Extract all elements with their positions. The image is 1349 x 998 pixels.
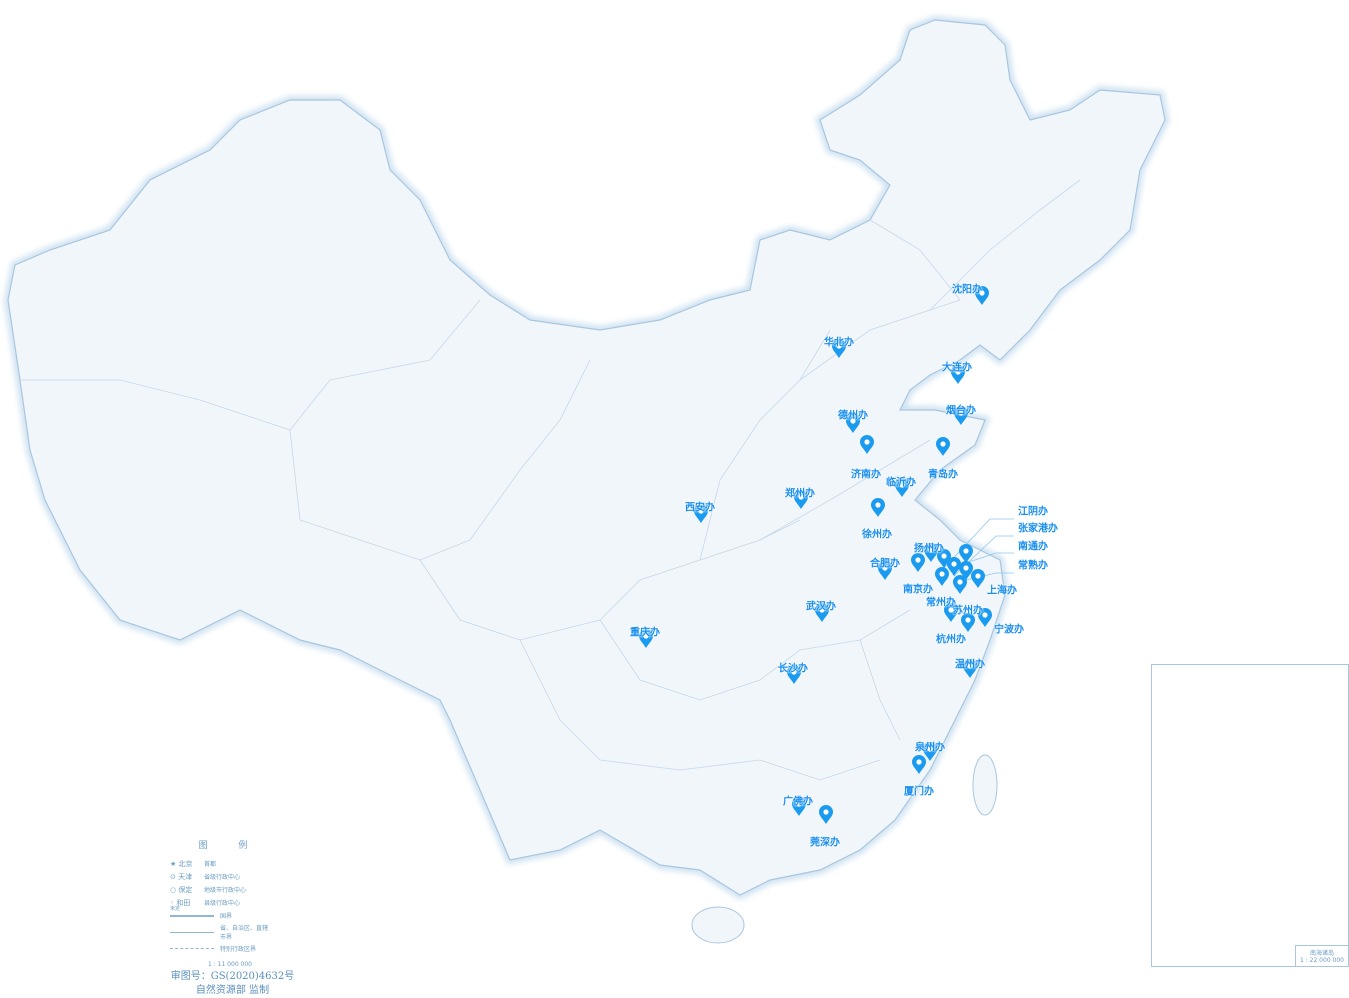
office-label[interactable]: 临沂办 bbox=[886, 477, 916, 489]
pin-dot bbox=[982, 612, 988, 618]
legend-item: ★ 北京 首都 bbox=[170, 859, 217, 869]
pin-dot bbox=[643, 633, 649, 639]
office-label[interactable]: 沈阳办 bbox=[952, 284, 982, 296]
pin-dot bbox=[965, 617, 971, 623]
office-label[interactable]: 宁波办 bbox=[994, 624, 1024, 636]
office-label[interactable]: 烟台办 bbox=[946, 405, 976, 417]
office-label[interactable]: 南通办 bbox=[1018, 541, 1048, 553]
pin-dot bbox=[963, 565, 969, 571]
office-label[interactable]: 德州办 bbox=[838, 410, 868, 422]
inset-caption: 南海诸岛 1 : 22 000 000 bbox=[1294, 945, 1348, 966]
pin-dot bbox=[939, 571, 945, 577]
legend: 图 例 ★ 北京 首都 ⊙ 天津 省级行政中心 ○ 保定 地级市行政中心 ◦ 和田 县级… bbox=[170, 838, 290, 968]
office-label[interactable]: 厦门办 bbox=[904, 786, 934, 798]
office-label[interactable]: 合肥办 bbox=[870, 558, 900, 570]
office-label[interactable]: 杭州办 bbox=[936, 634, 966, 646]
pin-dot bbox=[882, 565, 888, 571]
pin-dot bbox=[916, 759, 922, 765]
pin-dot bbox=[975, 573, 981, 579]
pin-dot bbox=[951, 561, 957, 567]
office-label[interactable]: 徐州办 bbox=[862, 529, 892, 541]
office-label[interactable]: 广佛办 bbox=[783, 796, 813, 808]
pin-dot bbox=[698, 508, 704, 514]
legend-item-national-border: 未定 国界 bbox=[170, 906, 233, 920]
pin-dot bbox=[850, 418, 856, 424]
pin-dot bbox=[979, 290, 985, 296]
office-label[interactable]: 常熟办 bbox=[1018, 560, 1048, 572]
pin-dot bbox=[875, 502, 881, 508]
pin-dot bbox=[967, 663, 973, 669]
pin-dot bbox=[955, 369, 961, 375]
approval-number: 审图号：GS(2020)4632号 bbox=[170, 971, 295, 982]
pin-dot bbox=[819, 607, 825, 613]
office-label[interactable]: 华北办 bbox=[824, 337, 854, 349]
office-label[interactable]: 郑州办 bbox=[785, 488, 815, 500]
pin-dot bbox=[823, 809, 829, 815]
china-outline bbox=[7, 19, 1166, 896]
pin-dot bbox=[899, 482, 905, 488]
pin-dot bbox=[915, 557, 921, 563]
approval-authority: 自然资源部 监制 bbox=[195, 985, 270, 996]
office-label[interactable]: 青岛办 bbox=[928, 469, 958, 481]
south-china-sea-inset: 南海诸岛 1 : 22 000 000 bbox=[1151, 664, 1349, 967]
office-label[interactable]: 长沙办 bbox=[778, 663, 808, 675]
pin-dot bbox=[957, 579, 963, 585]
map-approval: 审图号：GS(2020)4632号 自然资源部 监制 bbox=[150, 970, 315, 998]
office-label[interactable]: 南京办 bbox=[903, 584, 933, 596]
office-label[interactable]: 张家港办 bbox=[1018, 523, 1058, 535]
legend-title: 图 例 bbox=[198, 841, 262, 851]
office-label[interactable]: 苏州办 bbox=[953, 605, 983, 617]
office-label[interactable]: 重庆办 bbox=[630, 627, 660, 639]
office-label[interactable]: 泉州办 bbox=[915, 742, 945, 754]
office-label[interactable]: 济南办 bbox=[851, 469, 881, 481]
pin-dot bbox=[791, 669, 797, 675]
taiwan-island bbox=[972, 754, 998, 816]
office-label[interactable]: 温州办 bbox=[955, 659, 985, 671]
office-label[interactable]: 常州办 bbox=[926, 597, 956, 609]
province-borders bbox=[20, 179, 1081, 781]
legend-scale: 1 : 11 000 000 bbox=[207, 961, 252, 968]
office-label[interactable]: 大连办 bbox=[942, 362, 972, 374]
pin-dot bbox=[940, 441, 946, 447]
legend-undetermined: 未定 bbox=[170, 906, 181, 912]
pin-dot bbox=[864, 439, 870, 445]
office-label[interactable]: 扬州办 bbox=[914, 543, 944, 555]
pin-dot bbox=[836, 343, 842, 349]
pin-dot bbox=[928, 547, 934, 553]
hainan-island bbox=[691, 906, 745, 944]
pin-dot bbox=[798, 494, 804, 500]
pin-dot bbox=[963, 548, 969, 554]
pin-dot bbox=[948, 607, 954, 613]
legend-item-sar-border: 特别行政区界 bbox=[170, 942, 290, 955]
legend-item: ⊙ 天津 省级行政中心 bbox=[170, 872, 241, 882]
office-label[interactable]: 武汉办 bbox=[806, 601, 836, 613]
pin-dot bbox=[927, 746, 933, 752]
office-label[interactable]: 莞深办 bbox=[810, 837, 840, 849]
office-label[interactable]: 上海办 bbox=[987, 585, 1017, 597]
pin-dot bbox=[941, 553, 947, 559]
legend-item-province-border: 省、自治区、直辖市界 bbox=[170, 922, 290, 942]
office-label[interactable]: 江阴办 bbox=[1018, 506, 1048, 518]
office-label[interactable]: 西安办 bbox=[685, 502, 715, 514]
legend-item: ○ 保定 地级市行政中心 bbox=[170, 885, 247, 895]
legend-item: ◦ 和田 县级行政中心 bbox=[170, 898, 241, 908]
pin-dot bbox=[958, 410, 964, 416]
pin-dot bbox=[796, 801, 802, 807]
office-markers bbox=[639, 286, 992, 824]
